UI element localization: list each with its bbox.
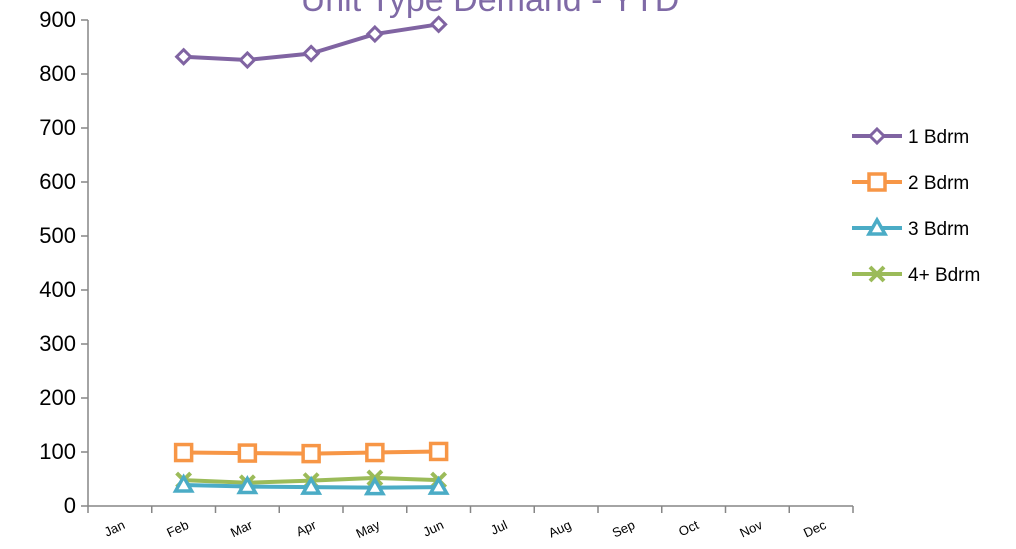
- data-point-marker: [428, 441, 449, 462]
- data-point-marker: [172, 473, 195, 493]
- data-point-marker: [302, 44, 321, 63]
- legend: 1 Bdrm 2 Bdrm 3 Bdrm 4+ Bdrm: [852, 126, 980, 286]
- legend-item-2-bdrm: 2 Bdrm: [852, 172, 969, 194]
- legend-label: 1 Bdrm: [908, 127, 969, 148]
- legend-label: 4+ Bdrm: [908, 265, 980, 286]
- y-tick-label: 400: [39, 277, 76, 302]
- legend-marker: [865, 216, 889, 236]
- series-group: [172, 15, 450, 496]
- y-tick-label: 100: [39, 439, 76, 464]
- data-point-marker: [363, 476, 386, 496]
- x-tick-label: Sep: [610, 517, 637, 540]
- data-point-marker: [238, 50, 257, 70]
- x-tick-label: Oct: [676, 517, 701, 539]
- x-tick-label: Apr: [294, 517, 319, 539]
- data-point-marker: [365, 442, 385, 463]
- y-tick-label: 800: [39, 61, 76, 86]
- y-tick-label: 700: [39, 115, 76, 140]
- series-1-bdrm: [174, 15, 448, 70]
- data-point-marker: [429, 15, 448, 34]
- legend-item-4-bdrm: 4+ Bdrm: [852, 265, 980, 286]
- data-point-marker: [301, 443, 321, 464]
- y-tick-label: 600: [39, 169, 76, 194]
- data-point-marker: [427, 475, 450, 495]
- x-axis-ticks: Jan Feb Mar Apr May Jun Jul Aug Sep Oct Nov Dec: [87, 506, 854, 541]
- series-3-bdrm: [172, 473, 450, 496]
- data-point-marker: [236, 475, 259, 495]
- x-tick-label: Aug: [546, 517, 573, 540]
- data-point-marker: [365, 24, 384, 44]
- y-tick-label: 0: [64, 493, 76, 518]
- x-tick-label: Jul: [488, 517, 510, 538]
- series-2-bdrm: [173, 441, 449, 464]
- data-point-marker: [173, 442, 194, 463]
- x-tick-label: Jun: [421, 517, 446, 539]
- legend-item-1-bdrm: 1 Bdrm: [852, 126, 969, 148]
- x-tick-label: Mar: [228, 517, 255, 540]
- data-point-marker: [237, 443, 258, 463]
- data-point-marker: [174, 47, 193, 66]
- legend-marker: [868, 265, 886, 283]
- y-tick-label: 500: [39, 223, 76, 248]
- legend-label: 3 Bdrm: [908, 219, 969, 240]
- y-tick-label: 300: [39, 331, 76, 356]
- legend-marker: [867, 126, 887, 146]
- x-tick-label: May: [354, 517, 383, 541]
- legend-marker: [867, 172, 887, 192]
- x-tick-label: Dec: [801, 517, 829, 541]
- chart-title: Unit Type Demand - YTD: [301, 0, 680, 19]
- x-tick-label: Feb: [164, 517, 191, 540]
- x-tick-label: Nov: [737, 517, 765, 541]
- y-tick-label: 900: [39, 7, 76, 32]
- y-tick-label: 200: [39, 385, 76, 410]
- x-tick-label: Jan: [102, 517, 127, 539]
- data-point-marker: [300, 475, 323, 495]
- legend-item-3-bdrm: 3 Bdrm: [852, 216, 969, 240]
- legend-label: 2 Bdrm: [908, 173, 969, 194]
- y-axis-ticks: 0 100 200 300 400 500 600 700 800 900: [39, 7, 88, 518]
